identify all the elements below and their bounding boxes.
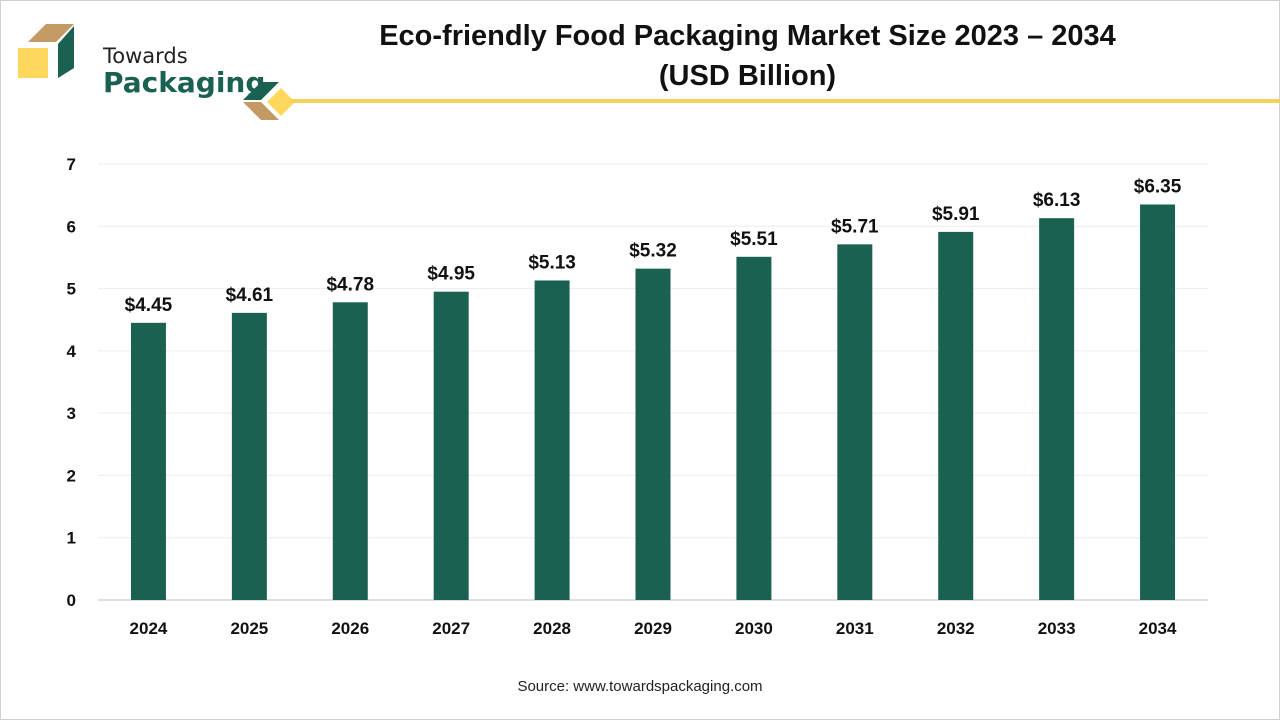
x-tick-label: 2025 (230, 619, 268, 638)
y-tick-label: 3 (67, 404, 76, 423)
title-line1: Eco-friendly Food Packaging Market Size … (379, 20, 1116, 52)
y-tick-label: 1 (67, 529, 76, 548)
data-label: $4.61 (226, 285, 274, 306)
bar (231, 312, 267, 600)
box-logo-icon (18, 24, 74, 78)
header-divider (290, 99, 1280, 103)
x-tick-label: 2029 (634, 619, 672, 638)
y-tick-label: 4 (67, 342, 77, 361)
x-tick-label: 2027 (432, 619, 470, 638)
brand-logo: Towards Packaging (18, 24, 265, 99)
bar (635, 268, 671, 600)
data-label: $4.95 (427, 264, 475, 285)
data-label: $6.35 (1134, 176, 1182, 197)
brand-name-line2: Packaging (103, 66, 266, 99)
chart-title: Eco-friendly Food Packaging Market Size … (300, 16, 1195, 96)
source-note: Source: www.towardspackaging.com (517, 678, 763, 695)
data-label: $5.51 (730, 229, 778, 250)
brand-name-line1: Towards (103, 44, 188, 68)
x-tick-label: 2030 (735, 619, 773, 638)
bar (130, 322, 166, 600)
bar (837, 244, 873, 600)
data-label: $4.78 (326, 274, 374, 295)
bar (534, 280, 570, 600)
data-label: $6.13 (1033, 190, 1081, 211)
bar (433, 291, 469, 600)
data-label: $5.13 (528, 252, 576, 273)
data-label: $5.91 (932, 204, 980, 225)
data-label: $4.45 (125, 295, 173, 316)
bar (1140, 204, 1176, 600)
x-tick-label: 2034 (1139, 619, 1177, 638)
y-tick-label: 7 (67, 155, 76, 174)
bar (332, 302, 368, 600)
bar (1039, 218, 1075, 600)
data-label: $5.32 (629, 241, 677, 262)
x-tick-label: 2031 (836, 619, 874, 638)
bar (736, 256, 772, 600)
x-tick-label: 2028 (533, 619, 571, 638)
header-decoration-icon (243, 82, 295, 120)
x-tick-label: 2033 (1038, 619, 1076, 638)
bar (938, 231, 974, 601)
y-tick-label: 5 (67, 280, 76, 299)
data-label: $5.71 (831, 216, 879, 237)
x-tick-label: 2032 (937, 619, 975, 638)
y-tick-label: 6 (67, 217, 76, 236)
y-tick-label: 0 (67, 591, 76, 610)
title-line2: (USD Billion) (658, 60, 837, 92)
x-tick-label: 2024 (130, 619, 168, 638)
x-tick-label: 2026 (331, 619, 369, 638)
y-tick-label: 2 (67, 466, 76, 485)
